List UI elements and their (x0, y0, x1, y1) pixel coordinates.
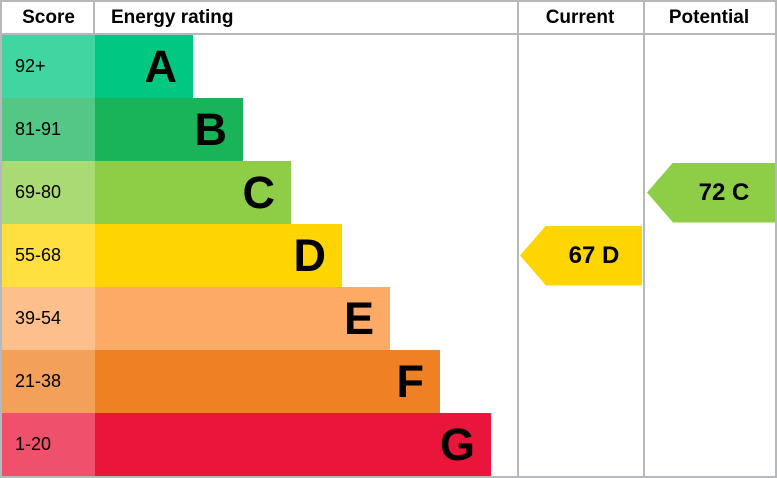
potential-column-header: Potential (668, 7, 750, 28)
band-bar-e: E (95, 287, 390, 350)
band-letter-g: G (439, 419, 475, 470)
band-row-f: 21-38 F (2, 350, 775, 413)
potential-rating-label: 72 C (698, 178, 750, 206)
score-range-cell-c: 69-80 (2, 161, 95, 224)
band-letter-f: F (396, 356, 425, 407)
band-row-a: 92+ A (2, 35, 775, 98)
current-column-divider (517, 2, 519, 476)
band-row-b: 81-91 B (2, 98, 775, 161)
score-range-cell-d: 55-68 (2, 224, 95, 287)
potential-column-divider (643, 2, 645, 476)
band-bar-c: C (95, 161, 291, 224)
band-bar-a: A (95, 35, 193, 98)
band-letter-d: D (293, 230, 327, 281)
score-column-header: Score (22, 7, 75, 28)
band-letter-e: E (343, 293, 374, 344)
score-range-label: 69-80 (15, 182, 62, 202)
score-column-divider (93, 2, 95, 33)
current-rating-arrow: 67 D (520, 225, 642, 286)
score-range-label: 92+ (15, 56, 46, 76)
score-range-label: 81-91 (15, 119, 62, 139)
score-range-label: 21-38 (15, 371, 62, 391)
band-letter-a: A (144, 41, 178, 92)
band-row-g: 1-20 G (2, 413, 775, 476)
energy-rating-column-header: Energy rating (111, 7, 234, 28)
band-bar-b: B (95, 98, 243, 161)
band-letter-b: B (194, 104, 228, 155)
score-range-cell-e: 39-54 (2, 287, 95, 350)
score-range-label: 55-68 (15, 245, 62, 265)
score-range-cell-b: 81-91 (2, 98, 95, 161)
score-range-label: 1-20 (15, 434, 52, 454)
score-range-label: 39-54 (15, 308, 62, 328)
band-row-c: 69-80 C (2, 161, 775, 224)
band-bar-g: G (95, 413, 491, 476)
band-row-d: 55-68 D (2, 224, 775, 287)
score-range-cell-a: 92+ (2, 35, 95, 98)
current-column-header: Current (545, 7, 615, 28)
band-row-e: 39-54 E (2, 287, 775, 350)
band-bar-d: D (95, 224, 342, 287)
band-bar-f: F (95, 350, 440, 413)
header-row: Score Energy rating Current Potential (2, 2, 775, 35)
score-range-cell-g: 1-20 (2, 413, 95, 476)
score-range-cell-f: 21-38 (2, 350, 95, 413)
band-letter-c: C (242, 167, 276, 218)
potential-rating-arrow: 72 C (647, 162, 775, 223)
current-rating-label: 67 D (568, 241, 620, 269)
